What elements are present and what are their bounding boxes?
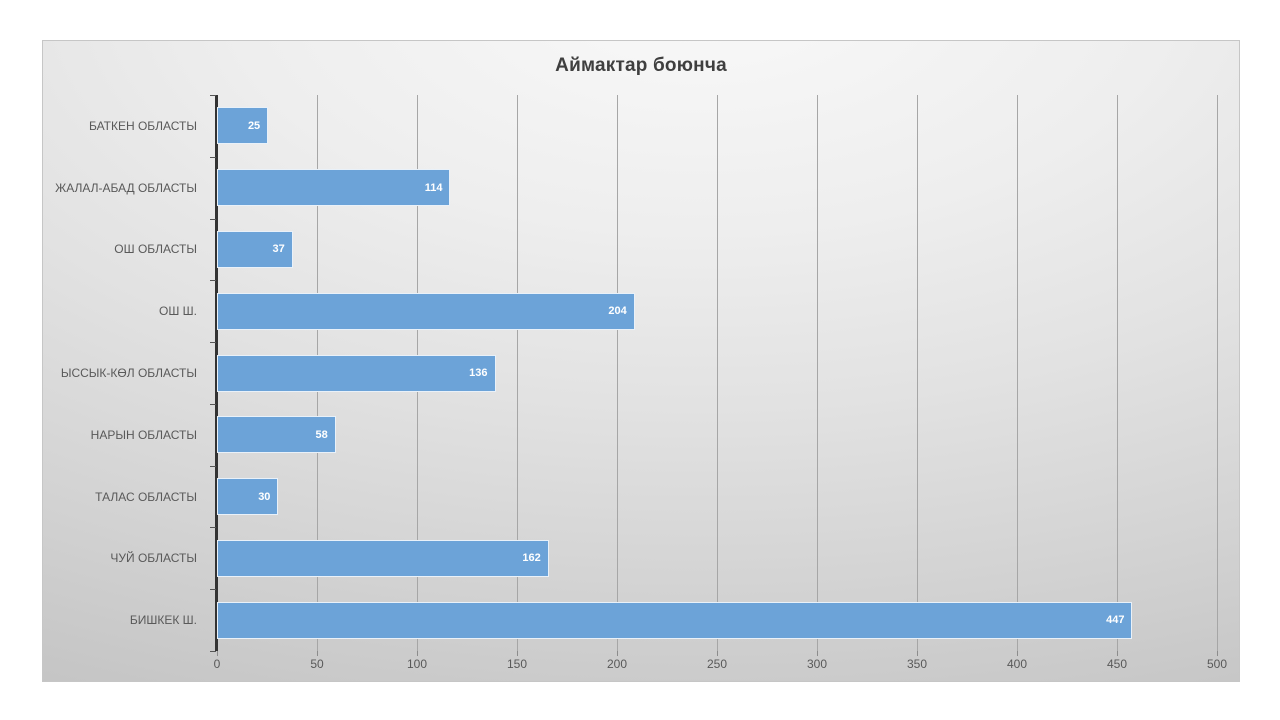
category-boundary-tick [210,527,216,529]
x-axis-label-100: 100 [406,657,428,671]
bar-ТАЛАС ОБЛАСТЫ: 30 [217,478,279,516]
x-axis-tick-200 [617,651,618,656]
x-axis-label-200: 200 [606,657,628,671]
x-axis-label-300: 300 [806,657,828,671]
category-boundary-tick [210,403,216,405]
category-label: ЫССЫК-КӨЛ ОБЛАСТЫ [60,366,197,381]
category-boundary-tick [210,651,216,652]
bar-value-label: 37 [272,243,285,256]
bar-value-label: 30 [258,490,271,503]
bar-ЫССЫК-КӨЛ ОБЛАСТЫ: 136 [217,354,496,392]
category-boundary-tick [210,156,216,158]
bar-row: ОШ ОБЛАСТЫ 37 [43,219,1241,281]
x-axis-tick-50 [317,651,318,656]
bar-track: 114 [217,157,1241,219]
category-label: ТАЛАС ОБЛАСТЫ [95,489,197,504]
gridline-200 [617,95,618,651]
gridline-400 [1017,95,1018,651]
x-axis-label-400: 400 [1006,657,1028,671]
bar-БИШКЕК Ш.: 447 [217,601,1133,639]
x-axis-tick-350 [917,651,918,656]
category-label: БИШКЕК Ш. [129,613,197,628]
bar-ЖАЛАЛ-АБАД ОБЛАСТЫ: 114 [217,169,451,207]
bar-value-label: 204 [608,305,627,318]
bar-value-label: 162 [522,552,541,565]
gridline-350 [917,95,918,651]
category-label: ЧУЙ ОБЛАСТЫ [110,551,197,566]
bar-ЧУЙ ОБЛАСТЫ: 162 [217,539,549,577]
category-boundary-tick [210,465,216,467]
bar-row: ЧУЙ ОБЛАСТЫ 162 [43,527,1241,589]
gridline-250 [717,95,718,651]
chart-area: Аймактар боюнча БАТКЕН ОБЛАСТЫ 25 ЖАЛАЛ-АБ… [42,40,1240,682]
x-axis-tick-100 [417,651,418,656]
x-axis-label-50: 50 [310,657,324,671]
bar-БАТКЕН ОБЛАСТЫ: 25 [217,107,269,145]
bar-row: ЖАЛАЛ-АБАД ОБЛАСТЫ 114 [43,157,1241,219]
category-boundary-tick [210,342,216,344]
bar-track: 136 [217,342,1241,404]
gridline-150 [517,95,518,651]
bar-value-label: 58 [315,428,328,441]
x-axis-tick-300 [817,651,818,656]
x-axis-labels: 0 50 100 150 200 250 300 350 400 450 500 [214,657,1227,673]
bar-row: ОШ Ш. 204 [43,280,1241,342]
bar-track: 204 [217,280,1241,342]
x-axis-tick-0 [217,651,218,656]
bar-row: ЫССЫК-КӨЛ ОБЛАСТЫ 136 [43,342,1241,404]
bar-ОШ ОБЛАСТЫ: 37 [217,230,293,268]
bar-track: 37 [217,219,1241,281]
bar-track: 162 [217,527,1241,589]
x-axis-label-250: 250 [706,657,728,671]
bar-track: 25 [217,95,1241,157]
bar-value-label: 447 [1106,614,1125,627]
bar-row: ТАЛАС ОБЛАСТЫ 30 [43,466,1241,528]
category-boundary-tick [210,589,216,591]
category-label: ОШ Ш. [159,304,197,319]
x-axis-label-500: 500 [1206,657,1228,671]
x-axis-tick-500 [1217,651,1218,656]
category-label: ОШ ОБЛАСТЫ [114,242,197,257]
bar-НАРЫН ОБЛАСТЫ: 58 [217,416,336,454]
x-axis-label-450: 450 [1106,657,1128,671]
x-axis-tick-250 [717,651,718,656]
x-axis-label-0: 0 [213,657,221,671]
bar-row: БИШКЕК Ш. 447 [43,589,1241,651]
bar-track: 30 [217,466,1241,528]
category-label: БАТКЕН ОБЛАСТЫ [88,118,197,133]
bar-value-label: 25 [247,119,261,132]
gridline-300 [817,95,818,651]
gridline-500 [1217,95,1218,651]
category-boundary-tick [210,95,216,96]
x-axis-tick-150 [517,651,518,656]
x-axis-label-350: 350 [906,657,928,671]
x-axis-tick-400 [1017,651,1018,656]
bar-row: НАРЫН ОБЛАСТЫ 58 [43,404,1241,466]
bar-row: БАТКЕН ОБЛАСТЫ 25 [43,95,1241,157]
y-axis-line [215,95,218,651]
bar-value-label: 114 [424,181,443,194]
bar-rows: БАТКЕН ОБЛАСТЫ 25 ЖАЛАЛ-АБАД ОБЛАСТЫ 114 ОШ … [43,95,1241,651]
chart-title: Аймактар боюнча [555,55,727,76]
x-axis-label-150: 150 [506,657,528,671]
gridline-450 [1117,95,1118,651]
x-axis-tick-450 [1117,651,1118,656]
category-label: ЖАЛАЛ-АБАД ОБЛАСТЫ [55,180,197,195]
bar-value-label: 136 [469,367,488,380]
category-label: НАРЫН ОБЛАСТЫ [90,427,197,442]
category-boundary-tick [210,280,216,282]
bar-track: 447 [217,589,1241,651]
category-boundary-tick [210,218,216,220]
bar-ОШ Ш.: 204 [217,292,635,330]
bar-track: 58 [217,404,1241,466]
